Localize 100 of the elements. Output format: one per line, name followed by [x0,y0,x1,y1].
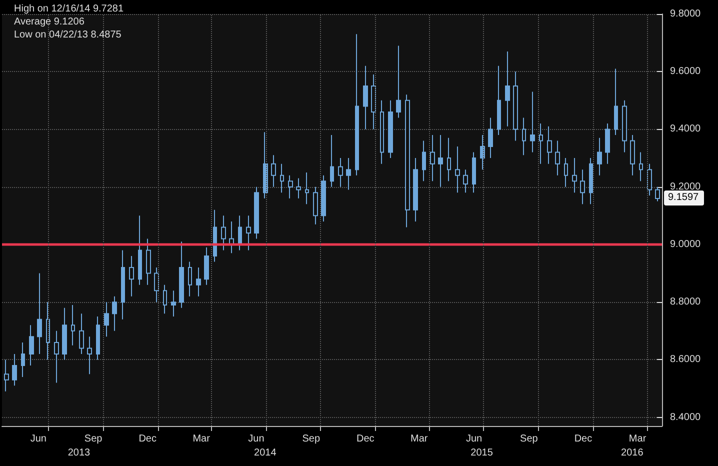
y-tick-label: 9.6000 [670,66,702,78]
candlestick [179,241,184,308]
candlestick [346,158,351,190]
x-tick-label: Sep [520,434,538,444]
candlestick [146,238,151,286]
candlestick [589,158,593,205]
candlestick [121,250,125,320]
candlestick [564,158,568,188]
y-tick-label: 8.8000 [670,296,702,308]
x2-tick-label: 2013 [68,448,91,458]
candlestick [605,122,610,164]
y-tick-label: 9.8000 [670,8,702,20]
annotation: 9.1597 [668,192,700,203]
candlestick [79,313,84,354]
y-tick-label: 8.6000 [670,354,702,366]
y-tick-label: 9.2000 [670,181,702,192]
candlestick [21,342,25,378]
candlestick [488,117,493,159]
candlestick [305,172,309,205]
candlestick [614,68,618,136]
candlestick [37,272,42,354]
candlestick [138,215,142,286]
candlestick [630,134,635,176]
candlestick [472,152,476,194]
candlestick [422,140,426,182]
candlestick [87,336,92,375]
candlestick [229,220,234,254]
candlestick [363,65,368,130]
candlestick [154,267,159,303]
x-tick-label: Sep [302,434,320,444]
candlestick [647,163,652,196]
candlestick [405,94,410,228]
annotation: Low on 04/22/13 8.4875 [14,30,122,40]
candlestick [480,134,485,170]
candlestick [530,91,535,153]
candlestick [555,140,560,176]
annotation: Average 9.1206 [14,16,85,28]
candlestick [330,134,334,188]
candlestick [12,353,17,386]
x2-tick-label: 2015 [470,448,494,458]
candlestick [513,71,518,142]
candlestick [104,302,109,338]
candlestick [572,158,577,194]
candlestick [221,215,226,251]
candlestick [396,45,401,118]
candlestick [238,215,242,251]
candlestick [430,134,435,182]
candlestick [505,50,510,127]
x-tick-label: Jun [466,434,482,444]
candlestick [254,186,259,240]
x-tick-label: Mar [410,434,428,444]
x-tick-label: Mar [192,434,211,444]
candlestick [196,267,201,297]
x-tick-label: Dec [138,434,157,444]
candlestick [580,169,585,205]
annotation: High on 12/16/14 9.7281 [14,4,124,14]
candlestick [163,284,167,314]
candlestick [213,209,217,262]
y-tick-label: 9.4000 [670,124,702,135]
candlestick [371,74,376,130]
candlestick [263,132,268,199]
candlestick [388,100,393,159]
candlestick [380,100,384,164]
candlestick [46,302,50,360]
candlestick [271,154,276,188]
candlestick [288,174,293,199]
candlestick [447,137,451,182]
candlestick [296,178,301,199]
candlestick [54,330,59,384]
candlestick [280,163,284,194]
x2-tick-label: 2014 [254,448,277,458]
x-tick-label: Mar [628,434,647,444]
candlestick [355,34,359,176]
x-tick-label: Dec [356,434,374,444]
candlestick [204,246,209,286]
candlestick [539,122,543,164]
candlestick [71,304,75,346]
candlestick [497,65,501,136]
candlestick [639,152,643,182]
candlestick [112,296,117,332]
x-tick-label: Sep [84,434,103,444]
candlestick [597,137,602,176]
candlestick [188,261,192,297]
y-tick-label: 9.0000 [670,238,702,250]
candlestick [338,158,343,188]
candlestick [96,316,100,360]
candlestick [547,126,552,164]
x-tick-label: Jun [248,434,264,444]
candlestick [522,117,526,156]
candlestick [463,169,468,194]
candlestick [455,146,460,194]
candlestick [438,134,443,188]
x-tick-label: Jun [30,434,46,444]
candlestick [171,290,176,318]
candlestick [622,100,627,153]
candlestick [129,256,134,297]
x2-tick-label: 2016 [621,448,644,458]
candlestick [29,324,34,366]
candlestick [321,174,326,222]
candlestick [62,307,67,360]
